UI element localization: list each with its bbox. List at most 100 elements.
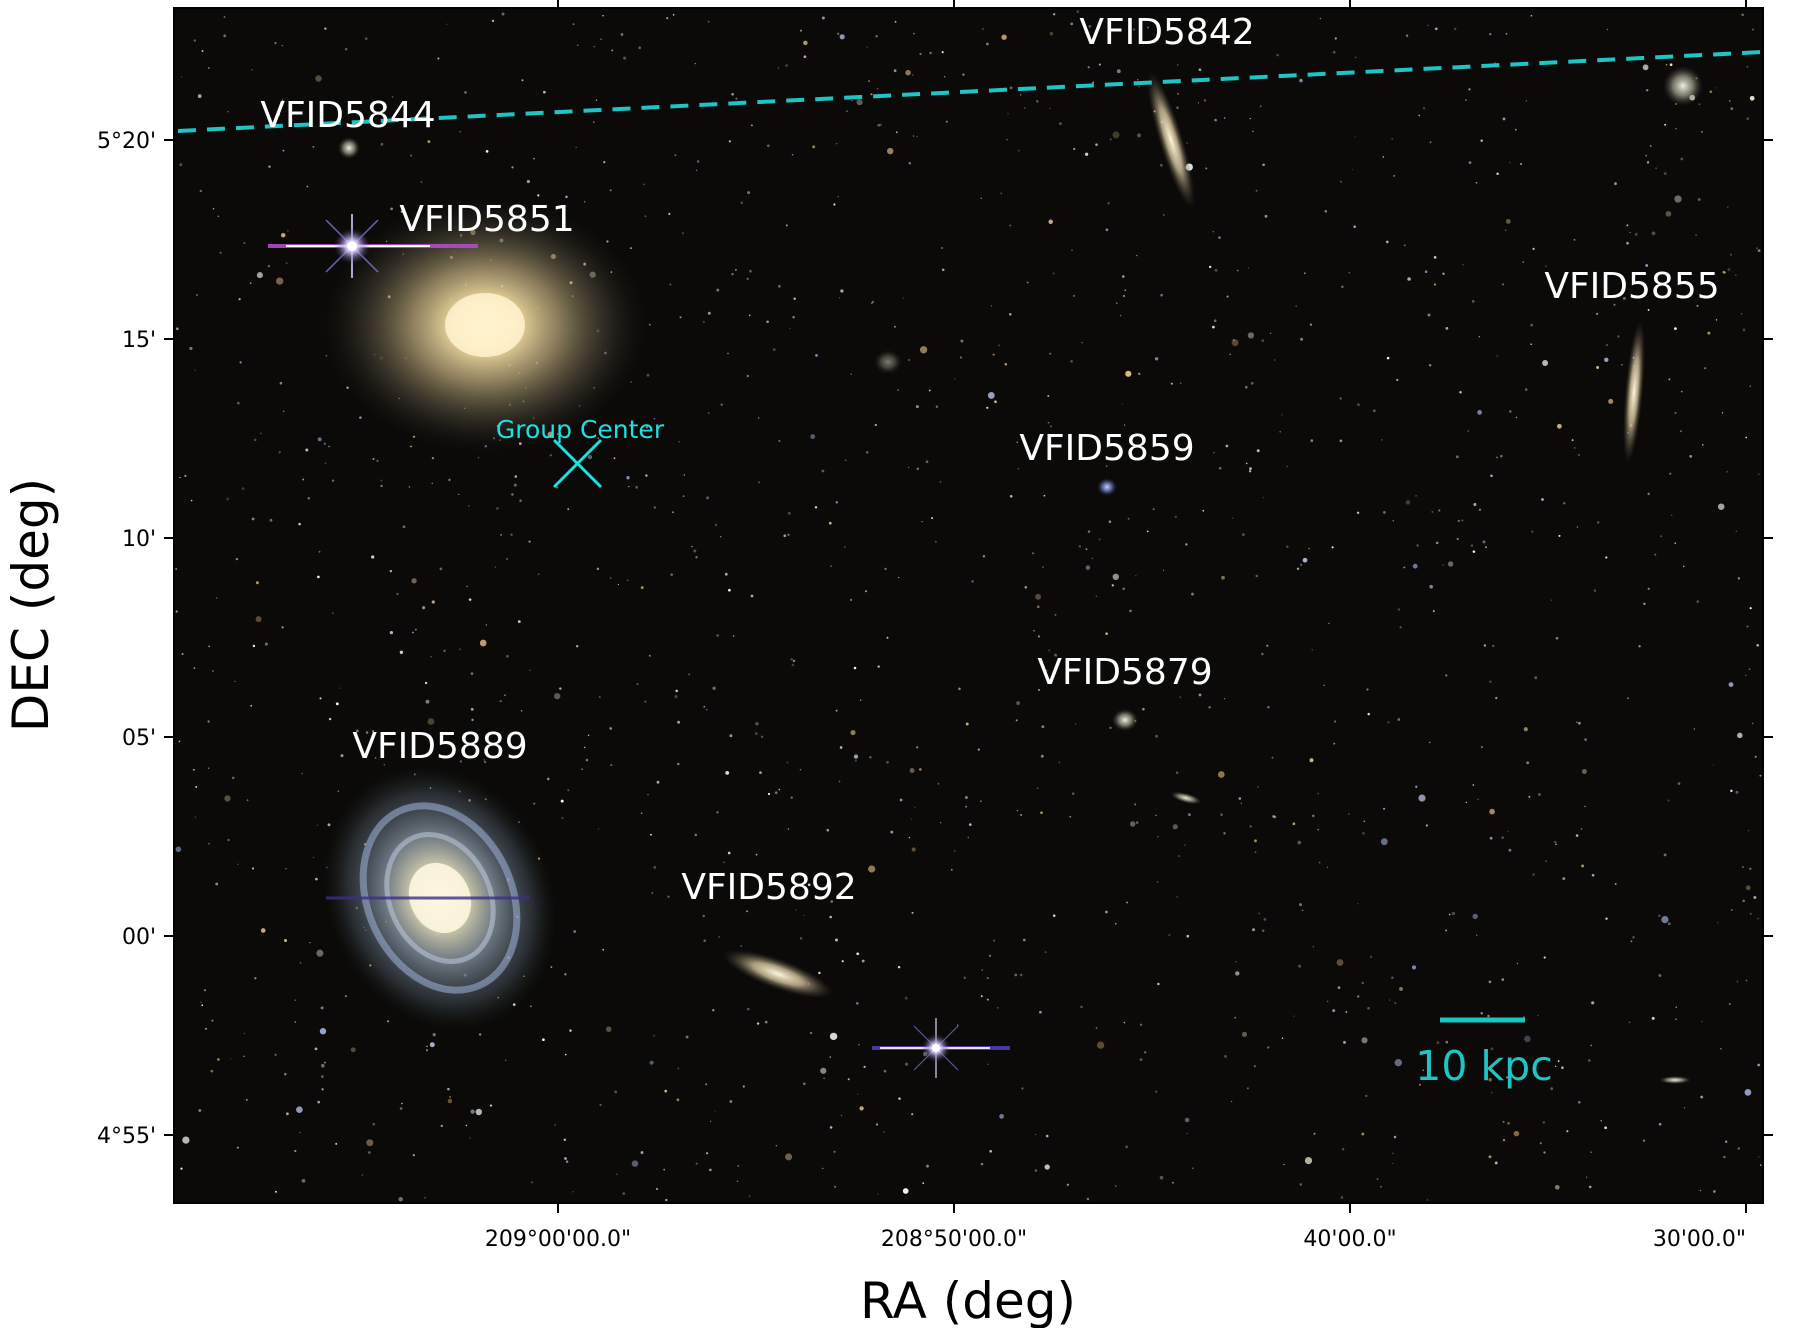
faint-galaxy bbox=[874, 350, 902, 374]
star bbox=[1296, 567, 1300, 570]
star bbox=[1724, 1140, 1728, 1143]
star bbox=[1543, 1151, 1546, 1154]
star bbox=[1351, 168, 1354, 171]
star bbox=[965, 805, 968, 808]
star bbox=[1124, 289, 1127, 291]
star bbox=[1302, 557, 1308, 563]
star bbox=[1309, 758, 1314, 763]
star bbox=[910, 818, 913, 821]
star bbox=[1642, 64, 1649, 71]
star bbox=[361, 1174, 363, 1176]
star bbox=[1530, 343, 1533, 346]
star bbox=[1197, 102, 1200, 104]
star bbox=[1604, 357, 1609, 363]
star bbox=[235, 557, 239, 561]
star bbox=[1229, 353, 1231, 356]
star bbox=[767, 792, 771, 796]
galaxy-vfid5851-core bbox=[445, 293, 525, 357]
star bbox=[777, 284, 781, 288]
star bbox=[707, 412, 710, 414]
star bbox=[653, 506, 656, 509]
star bbox=[1663, 172, 1667, 175]
star bbox=[1555, 843, 1557, 846]
star bbox=[1432, 610, 1435, 613]
star bbox=[400, 210, 404, 213]
star bbox=[219, 251, 222, 254]
star bbox=[757, 417, 760, 419]
star bbox=[1038, 689, 1040, 691]
star bbox=[1006, 138, 1008, 141]
star bbox=[464, 91, 467, 94]
star bbox=[198, 1109, 202, 1112]
star bbox=[1084, 30, 1088, 34]
star bbox=[565, 1160, 569, 1163]
star bbox=[898, 576, 900, 579]
star bbox=[1386, 356, 1390, 360]
star bbox=[623, 56, 627, 60]
star bbox=[1689, 455, 1693, 458]
star bbox=[236, 1146, 239, 1149]
star bbox=[1112, 131, 1120, 139]
star bbox=[1419, 1083, 1421, 1086]
star bbox=[1362, 831, 1365, 835]
star bbox=[786, 761, 789, 764]
star bbox=[1524, 1035, 1531, 1043]
star bbox=[593, 46, 595, 48]
star bbox=[344, 995, 347, 998]
star bbox=[1348, 813, 1350, 815]
star bbox=[751, 124, 753, 127]
star bbox=[1058, 761, 1061, 764]
star bbox=[1729, 253, 1732, 256]
star bbox=[1600, 1120, 1602, 1122]
star bbox=[886, 636, 889, 639]
y-ticks bbox=[164, 139, 1773, 1136]
star bbox=[1155, 814, 1157, 817]
star bbox=[807, 883, 811, 887]
star bbox=[599, 1103, 602, 1107]
star bbox=[812, 145, 816, 149]
star bbox=[1098, 63, 1101, 66]
star bbox=[783, 534, 787, 538]
star bbox=[678, 440, 680, 443]
sky-image: Group Center 10 kpc VFID5844 VFID5851 VF… bbox=[174, 8, 1763, 1203]
star bbox=[1445, 1040, 1449, 1044]
star bbox=[750, 594, 754, 598]
star bbox=[1496, 456, 1498, 459]
galaxy-vfid5879-image bbox=[1112, 709, 1138, 731]
star bbox=[459, 130, 462, 133]
star bbox=[1096, 1041, 1105, 1049]
star bbox=[194, 816, 197, 818]
star bbox=[412, 1154, 415, 1157]
star bbox=[564, 1157, 567, 1160]
star bbox=[912, 135, 915, 137]
star bbox=[587, 454, 593, 460]
star bbox=[1308, 547, 1310, 550]
star bbox=[1115, 302, 1118, 305]
star bbox=[840, 1114, 843, 1117]
star bbox=[833, 203, 836, 206]
star bbox=[431, 456, 435, 460]
star bbox=[728, 588, 731, 592]
star bbox=[1008, 312, 1012, 316]
star bbox=[1693, 728, 1696, 730]
star bbox=[1040, 811, 1043, 815]
star bbox=[620, 33, 624, 36]
star bbox=[1584, 738, 1587, 741]
star bbox=[1231, 339, 1239, 347]
star bbox=[985, 42, 989, 46]
star bbox=[1317, 792, 1319, 795]
star bbox=[1037, 635, 1040, 638]
star bbox=[1674, 327, 1677, 330]
star bbox=[981, 969, 983, 971]
star bbox=[1730, 909, 1733, 911]
star bbox=[1669, 63, 1673, 66]
star bbox=[1509, 162, 1511, 164]
star bbox=[328, 445, 330, 448]
star bbox=[799, 937, 803, 940]
star bbox=[716, 811, 719, 814]
star bbox=[521, 79, 524, 82]
star bbox=[1312, 945, 1315, 948]
star bbox=[317, 575, 320, 579]
star bbox=[1142, 707, 1145, 711]
star bbox=[596, 567, 600, 571]
